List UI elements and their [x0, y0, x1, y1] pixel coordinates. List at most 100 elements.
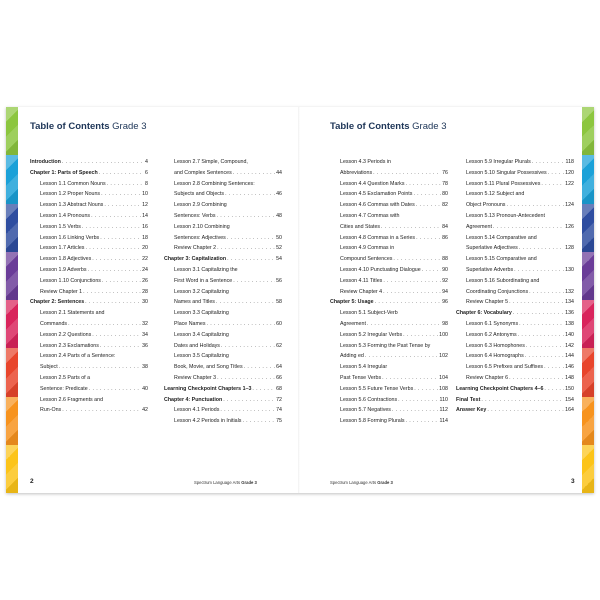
toc-page-number: 62: [276, 342, 282, 349]
toc-entry-title: Lesson 1.9 Adverbs: [40, 266, 87, 273]
toc-page-number: 110: [439, 396, 448, 403]
toc-entry-title: Lesson 1.10 Conjunctions: [40, 277, 101, 284]
toc-entry-title: Review Chapter 2: [174, 245, 217, 252]
toc-page-number: 88: [442, 256, 448, 263]
toc-dot-leader: [493, 222, 564, 233]
right-page-title: Table of Contents Grade 3: [330, 121, 447, 132]
right-title-bold: Table of Contents: [330, 121, 410, 132]
right-title-grade: Grade 3: [409, 121, 447, 132]
toc-dot-leader: [85, 297, 141, 308]
toc-page-number: 32: [142, 320, 148, 327]
right-color-tabs: [582, 107, 594, 493]
toc-dot-leader: [405, 416, 438, 427]
toc-entry-title: Dates and Holidays: [174, 342, 220, 349]
toc-entry: Lesson 5.13 Pronoun-Antecedent: [456, 211, 574, 222]
toc-entry: Place Names 60: [164, 319, 282, 330]
toc-entry-title: Review Chapter 5: [466, 299, 509, 306]
right-page-number: 3: [571, 478, 575, 485]
toc-entry: Answer Key 164: [456, 405, 574, 416]
toc-entry-title: Lesson 6.2 Antonyms: [466, 331, 517, 338]
toc-dot-leader: [506, 200, 564, 211]
toc-page-number: 138: [565, 320, 574, 327]
toc-dot-leader: [392, 405, 439, 416]
toc-entry-title: Subjects and Objects: [174, 191, 225, 198]
toc-entry-title: Lesson 3.3 Capitalizing: [174, 310, 229, 317]
toc-entry: Lesson 1.3 Abstract Nouns 12: [30, 200, 148, 211]
color-tab: [6, 396, 18, 445]
toc-entry: and Complex Sentences 44: [164, 168, 282, 179]
toc-entry: Lesson 2.10 Combining: [164, 222, 282, 233]
toc-dot-leader: [405, 179, 441, 190]
toc-dot-leader: [416, 200, 441, 211]
toc-entry: Lesson 1.4 Pronouns 14: [30, 211, 148, 222]
toc-entry: Learning Checkpoint Chapters 1–3 68: [164, 384, 282, 395]
color-tab: [582, 155, 594, 204]
toc-page-number: 114: [439, 418, 448, 425]
toc-entry: Lesson 4.5 Exclamation Points 80: [330, 189, 448, 200]
color-tab: [6, 251, 18, 300]
toc-page-number: 104: [439, 374, 448, 381]
toc-entry-title: Lesson 5.2 Irregular Verbs: [340, 331, 403, 338]
toc-entry: Lesson 4.6 Commas with Dates 82: [330, 200, 448, 211]
right-toc-column-2: Lesson 5.9 Irregular Plurals118Lesson 5.…: [456, 157, 574, 416]
toc-dot-leader: [99, 168, 144, 179]
toc-entry: Review Chapter 6 148: [456, 373, 574, 384]
toc-entry-title: Sentences: Adjectives: [174, 234, 226, 241]
toc-page-number: 22: [142, 256, 148, 263]
toc-entry-title: Lesson 6.3 Homophones: [466, 342, 525, 349]
toc-entry-title: Chapter 4: Punctuation: [164, 396, 223, 403]
toc-entry-title: Lesson 1.5 Verbs: [40, 223, 81, 230]
color-tab: [582, 300, 594, 349]
toc-entry: Agreement 98: [330, 319, 448, 330]
toc-entry: Lesson 4.8 Commas in a Series 86: [330, 233, 448, 244]
toc-entry: Lesson 6.2 Antonyms 140: [456, 330, 574, 341]
toc-dot-leader: [217, 211, 276, 222]
toc-dot-leader: [220, 405, 275, 416]
toc-entry-title: Lesson 5.11 Plural Possessives: [466, 180, 541, 187]
toc-page-number: 154: [565, 396, 574, 403]
toc-dot-leader: [244, 362, 275, 373]
toc-page-number: 30: [142, 299, 148, 306]
toc-entry-title: Lesson 4.3 Periods in: [340, 159, 391, 165]
toc-page-number: 28: [142, 288, 148, 295]
toc-dot-leader: [532, 157, 565, 168]
toc-entry: Names and Titles 58: [164, 297, 282, 308]
left-title-bold: Table of Contents: [30, 121, 110, 132]
toc-entry: Lesson 5.4 Irregular: [330, 362, 448, 373]
toc-entry: Lesson 2.6 Fragments and: [30, 395, 148, 406]
toc-entry-title: Book, Movie, and Song Titles: [174, 364, 243, 371]
toc-entry: Lesson 4.1 Periods 74: [164, 405, 282, 416]
toc-page-number: 98: [442, 320, 448, 327]
toc-page-number: 108: [439, 385, 448, 392]
toc-dot-leader: [481, 395, 564, 406]
toc-page-number: 64: [276, 364, 282, 371]
toc-entry-title: Lesson 1.6 Linking Verbs: [40, 234, 100, 241]
toc-dot-leader: [383, 276, 441, 287]
toc-dot-leader: [398, 395, 438, 406]
toc-page-number: 4: [145, 159, 148, 165]
toc-entry: Lesson 4.10 Punctuating Dialogue 90: [330, 265, 448, 276]
toc-entry-title: Chapter 1: Parts of Speech: [30, 169, 98, 176]
toc-entry: Lesson 4.2 Periods in Initials 75: [164, 416, 282, 427]
toc-entry: Lesson 5.14 Comparative and: [456, 233, 574, 244]
toc-dot-leader: [227, 233, 275, 244]
toc-entry-title: Lesson 2.3 Exclamations: [40, 342, 99, 349]
toc-page-number: 24: [142, 266, 148, 273]
toc-entry-title: Lesson 2.8 Combining Sentences:: [174, 180, 255, 187]
toc-dot-leader: [217, 373, 275, 384]
toc-dot-leader: [221, 341, 275, 352]
toc-entry: Lesson 5.10 Singular Possessives 120: [456, 168, 574, 179]
toc-page-number: 40: [142, 385, 148, 392]
toc-page-number: 74: [276, 407, 282, 414]
toc-entry: Lesson 6.3 Homophones 142: [456, 341, 574, 352]
toc-entry: Lesson 5.7 Negatives 112: [330, 405, 448, 416]
toc-entry-title: Chapter 6: Vocabulary: [456, 310, 512, 317]
toc-entry-title: Lesson 2.4 Parts of a Sentence:: [40, 353, 116, 360]
toc-dot-leader: [403, 330, 438, 341]
toc-dot-leader: [413, 189, 441, 200]
toc-dot-leader: [85, 243, 141, 254]
toc-page-number: 66: [276, 374, 282, 381]
toc-entry-title: and Complex Sentences: [174, 169, 232, 176]
toc-entry: Agreement 126: [456, 222, 574, 233]
toc-entry: Lesson 2.8 Combining Sentences:: [164, 179, 282, 190]
